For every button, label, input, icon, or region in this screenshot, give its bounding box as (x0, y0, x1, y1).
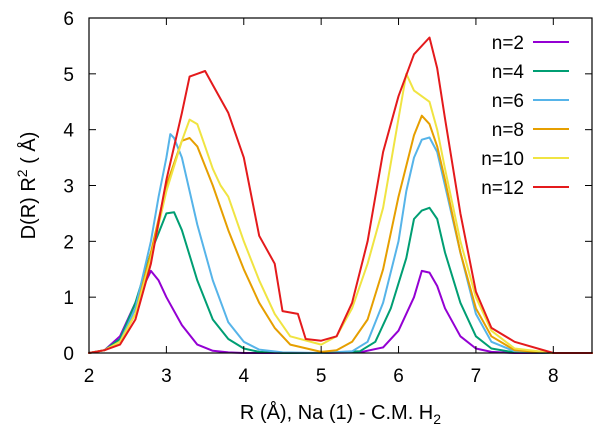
x-axis-label-subscript: 2 (433, 411, 441, 427)
x-tick-label: 6 (393, 366, 404, 387)
legend-label-n=2: n=2 (492, 33, 524, 54)
x-tick-label: 3 (161, 366, 172, 387)
y-tick-label: 6 (63, 9, 74, 30)
y-axis-label-tail: ( Å) (17, 132, 40, 170)
legend-label-n=4: n=4 (492, 62, 525, 83)
y-tick-label: 3 (63, 177, 74, 198)
y-axis-label-superscript: 2 (14, 169, 30, 177)
legend: n=2 n=4 n=6 n=8 n=10 n=12 (481, 33, 569, 199)
x-axis-label: R (Å), Na (1) - C.M. H2 (240, 401, 441, 427)
y-tick-label: 4 (63, 121, 74, 142)
x-axis-label-main: R (Å), Na (1) - C.M. H (240, 401, 433, 424)
y-axis-label: D(R) R2 ( Å) (14, 132, 40, 240)
x-tick-label: 7 (471, 366, 482, 387)
y-tick-label: 5 (63, 65, 74, 86)
legend-label-n=8: n=8 (492, 120, 524, 141)
legend-label-n=12: n=12 (481, 178, 524, 199)
x-tick-label: 5 (316, 366, 327, 387)
y-tick-label: 0 (63, 344, 74, 365)
y-axis-label-main: D(R) R (18, 177, 40, 239)
series-line-n=10 (88, 72, 593, 354)
y-tick-label: 1 (63, 288, 74, 309)
x-tick-label: 4 (238, 366, 249, 387)
x-tick-label: 8 (548, 366, 559, 387)
axes: 2 3 4 5 6 7 8 0 1 2 3 4 5 6 (63, 9, 593, 387)
y-tick-label: 2 (63, 232, 74, 253)
x-tick-label: 2 (84, 366, 95, 387)
series-line-n=2 (88, 269, 593, 354)
series-line-n=8 (88, 114, 593, 354)
legend-label-n=10: n=10 (481, 149, 524, 170)
legend-label-n=6: n=6 (492, 91, 524, 112)
series-line-n=12 (88, 36, 593, 354)
